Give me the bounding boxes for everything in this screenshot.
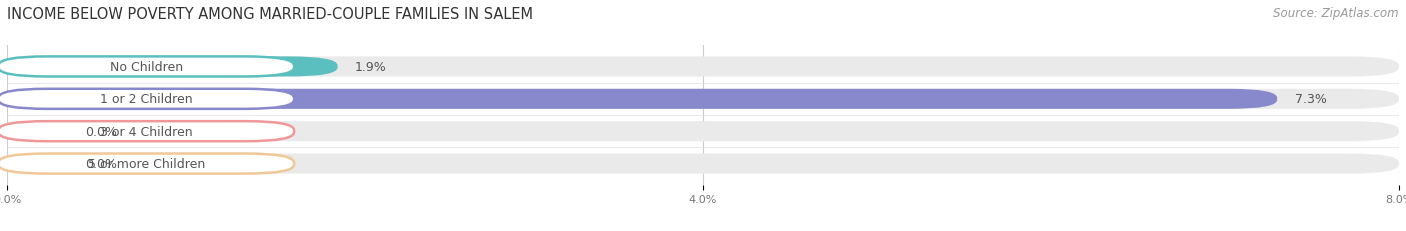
Text: 0.0%: 0.0% — [86, 125, 117, 138]
Text: 3 or 4 Children: 3 or 4 Children — [100, 125, 193, 138]
FancyBboxPatch shape — [7, 57, 337, 77]
FancyBboxPatch shape — [0, 57, 294, 77]
FancyBboxPatch shape — [7, 89, 1399, 109]
Text: 1.9%: 1.9% — [354, 61, 387, 74]
Text: No Children: No Children — [110, 61, 183, 74]
FancyBboxPatch shape — [7, 122, 1399, 142]
FancyBboxPatch shape — [7, 154, 1399, 174]
FancyBboxPatch shape — [7, 122, 67, 142]
FancyBboxPatch shape — [0, 122, 294, 142]
FancyBboxPatch shape — [7, 154, 67, 174]
Text: Source: ZipAtlas.com: Source: ZipAtlas.com — [1274, 7, 1399, 20]
Text: 7.3%: 7.3% — [1295, 93, 1326, 106]
FancyBboxPatch shape — [0, 89, 294, 109]
FancyBboxPatch shape — [7, 89, 1277, 109]
FancyBboxPatch shape — [0, 154, 294, 174]
FancyBboxPatch shape — [7, 57, 1399, 77]
Text: 5 or more Children: 5 or more Children — [87, 157, 205, 170]
Text: 1 or 2 Children: 1 or 2 Children — [100, 93, 193, 106]
Text: 0.0%: 0.0% — [86, 157, 117, 170]
Text: INCOME BELOW POVERTY AMONG MARRIED-COUPLE FAMILIES IN SALEM: INCOME BELOW POVERTY AMONG MARRIED-COUPL… — [7, 7, 533, 22]
